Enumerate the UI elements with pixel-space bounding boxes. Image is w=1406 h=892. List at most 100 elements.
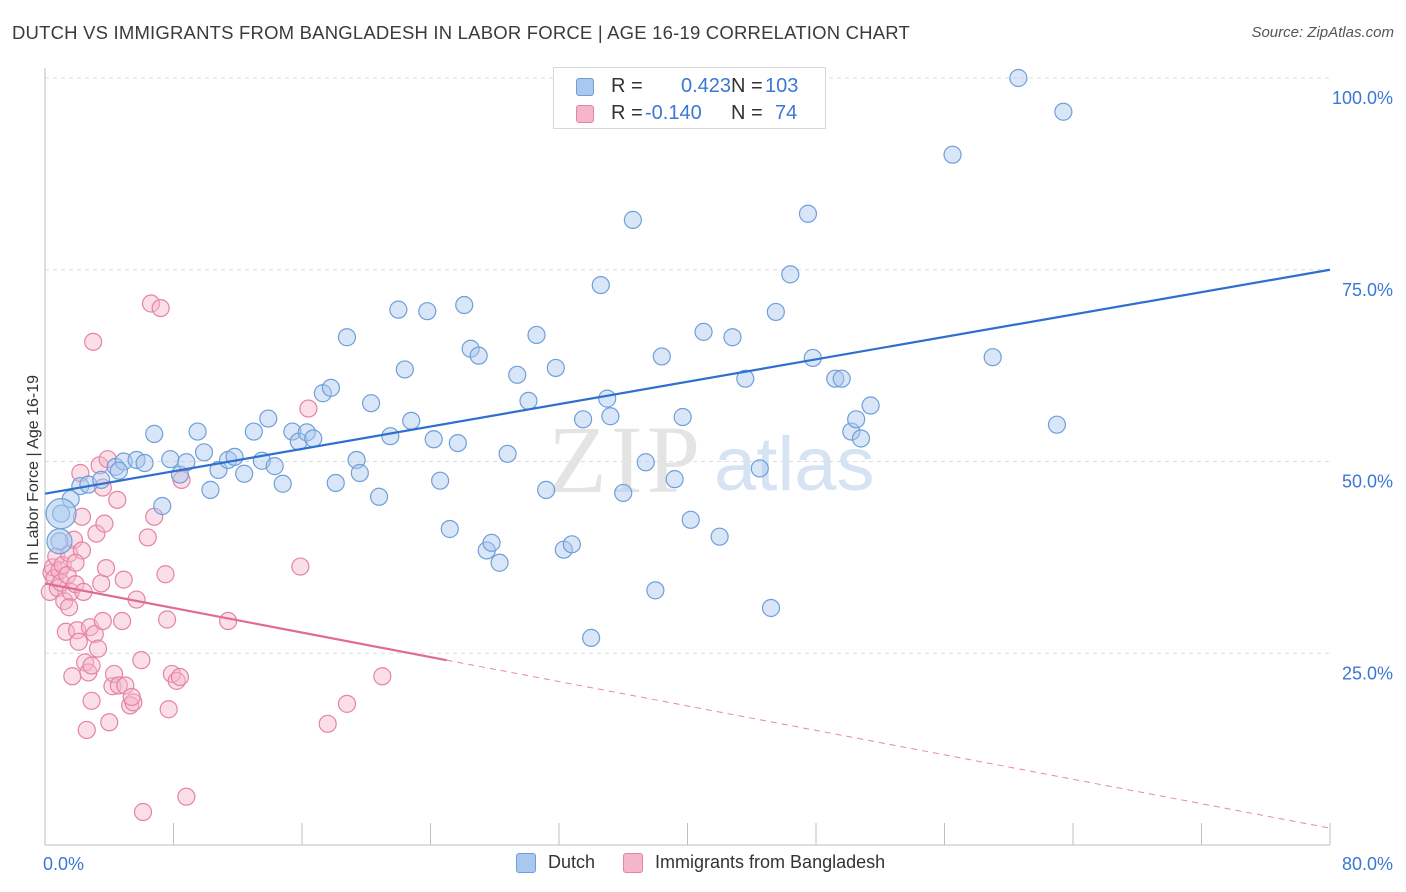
dutch-point: [153, 496, 172, 516]
dutch-point: [45, 498, 77, 530]
dutch-point: [673, 407, 692, 427]
bangladesh-point: [157, 610, 177, 629]
dutch-point: [194, 443, 214, 462]
dutch-point: [573, 410, 593, 429]
y-tick-label: 100.0%: [1332, 88, 1393, 108]
legend-row-bangladesh: [576, 101, 594, 127]
y-tick-label: 25.0%: [1342, 663, 1393, 683]
bangladesh-point: [116, 676, 135, 695]
dutch-point: [826, 369, 845, 388]
watermark: ZIP atlas: [548, 406, 875, 513]
bangladesh-point: [141, 294, 161, 313]
bangladesh-point: [159, 700, 178, 719]
dutch-point: [723, 328, 742, 347]
bangladesh-point: [85, 624, 104, 644]
bangladesh-trend-extension: [446, 659, 1331, 829]
dutch-point: [177, 453, 196, 472]
axes: [44, 68, 1331, 846]
legend-dutch-label: Dutch: [548, 852, 596, 872]
dutch-point: [519, 391, 538, 411]
dutch-point: [350, 463, 369, 483]
series-legend: Dutch Immigrants from Bangladesh: [516, 852, 913, 873]
legend-bangladesh-label: Immigrants from Bangladesh: [655, 852, 886, 872]
source-label: Source: ZipAtlas.com: [1251, 24, 1394, 41]
dutch-point: [710, 527, 729, 546]
dutch-point: [145, 424, 164, 443]
dutch-point: [259, 409, 278, 428]
dutch-point: [623, 210, 642, 229]
dutch-point: [652, 347, 671, 366]
bangladesh-point: [82, 691, 101, 710]
bangladesh-point: [95, 514, 114, 533]
bangladesh-point: [318, 714, 337, 733]
dutch-point: [636, 453, 655, 472]
bangladesh-point: [84, 332, 103, 351]
dutch-legend-swatch: [516, 852, 536, 873]
dutch-point: [582, 628, 601, 648]
legend-item-dutch: Dutch: [516, 852, 595, 873]
legend-n-label: N =: [731, 75, 763, 97]
dutch-point: [370, 487, 389, 506]
dutch-point: [851, 429, 871, 448]
dutch-point: [244, 422, 263, 441]
bangladesh-legend-swatch: [623, 852, 644, 873]
bangladesh-point: [177, 787, 196, 806]
dutch-point: [337, 328, 357, 347]
bangladesh-series: [40, 294, 392, 822]
bangladesh-point: [299, 399, 318, 418]
dutch-point: [665, 470, 684, 489]
bangladesh-point: [55, 591, 74, 611]
bangladesh-point: [108, 490, 127, 509]
bangladesh-point: [373, 667, 392, 686]
dutch-point: [861, 396, 880, 415]
correlation-legend: R = 0.423 N = 103 R = -0.140 N = 74: [553, 67, 826, 129]
dutch-swatch: [576, 78, 594, 96]
bangladesh-point: [291, 557, 310, 576]
dutch-point: [440, 519, 459, 539]
bangladesh-point: [59, 598, 79, 617]
dutch-point: [109, 461, 128, 480]
legend-dutch-r: 0.423: [681, 75, 732, 97]
bangladesh-point: [219, 611, 238, 631]
dutch-point: [750, 459, 769, 478]
trend-lines: [44, 268, 1331, 829]
dutch-point: [694, 322, 713, 341]
dutch-point: [201, 480, 220, 499]
dutch-point: [209, 460, 228, 480]
bangladesh-point: [138, 528, 157, 547]
bangladesh-point: [93, 611, 112, 631]
bangladesh-point: [100, 713, 119, 732]
dutch-point: [424, 430, 443, 449]
dutch-point: [766, 302, 785, 322]
legend-n-label-2: N =: [731, 102, 763, 124]
dutch-point: [761, 598, 781, 618]
dutch-point: [469, 346, 488, 365]
dutch-point: [265, 457, 284, 476]
dutch-point: [418, 302, 437, 321]
dutch-point: [1054, 102, 1073, 121]
dutch-point: [798, 204, 818, 223]
dutch-point: [943, 145, 962, 164]
dutch-point: [681, 510, 700, 529]
x-tick-labels: 0.0% 80.0%: [43, 854, 1393, 874]
dutch-point: [188, 422, 207, 441]
dutch-point: [402, 411, 421, 430]
dutch-point: [646, 581, 665, 600]
y-tick-labels: 25.0% 50.0% 75.0% 100.0%: [1332, 88, 1393, 683]
bangladesh-swatch: [576, 105, 594, 123]
bangladesh-point: [109, 676, 128, 695]
legend-bangladesh-n: 74: [775, 102, 798, 124]
bangladesh-point: [170, 667, 190, 687]
dutch-point: [537, 480, 556, 499]
dutch-point: [135, 453, 154, 473]
dutch-point: [46, 528, 73, 555]
dutch-point: [1009, 68, 1028, 88]
dutch-point: [304, 429, 323, 448]
dutch-point: [598, 389, 617, 408]
x-tick-label: 80.0%: [1342, 854, 1393, 874]
bangladesh-point: [132, 651, 151, 670]
dutch-point: [546, 358, 565, 378]
dutch-point: [482, 533, 501, 552]
dutch-point: [508, 365, 527, 384]
